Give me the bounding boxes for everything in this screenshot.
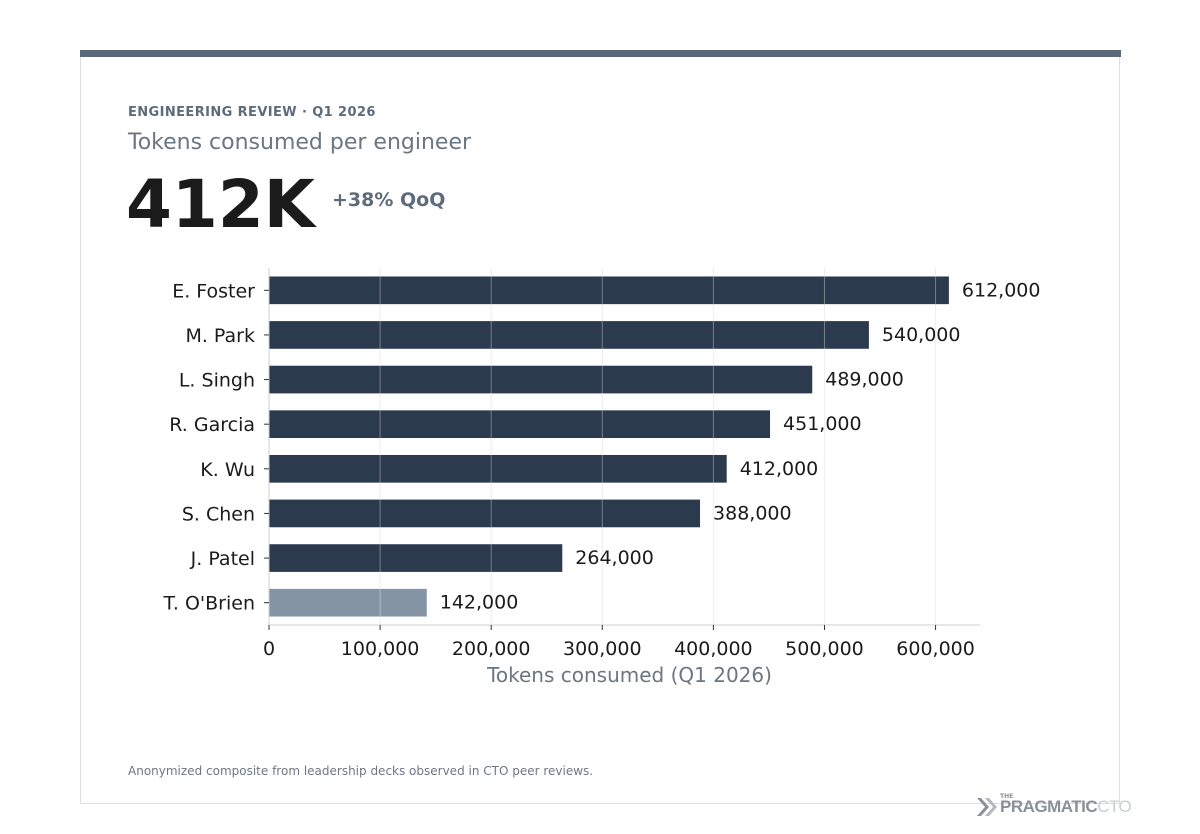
kicker: ENGINEERING REVIEW · Q1 2026 [128,105,376,120]
category-label: R. Garcia [169,414,255,436]
labels: 0 100,000 200,000 300,000 400,000 500,000 600,… [163,279,1041,687]
data-label: 451,000 [783,413,862,435]
category-label: S. Chen [182,503,255,525]
kpi-delta: +38% QoQ [332,189,446,211]
kpi-value: 412K [126,166,315,243]
brand-logo: THE PRAGMATIC CTO [976,793,1132,817]
x-tick-label: 200,000 [452,638,531,660]
x-tick-label: 100,000 [341,638,420,660]
bar [269,276,949,305]
x-axis-title: Tokens consumed (Q1 2026) [486,663,772,687]
category-label: M. Park [185,325,255,347]
data-label: 540,000 [882,324,961,346]
bar [269,321,869,349]
bar [269,588,427,617]
category-label: T. O'Brien [163,593,255,615]
logo-accent-text: CTO [1097,797,1132,816]
chart-subtitle: Tokens consumed per engineer [128,130,472,155]
bar [269,365,813,394]
data-label: 388,000 [713,502,792,524]
data-label: 489,000 [825,369,904,391]
x-tick-label: 600,000 [896,638,975,660]
bars [269,276,949,617]
x-tick-label: 0 [263,638,275,660]
data-label: 412,000 [740,458,819,480]
bar [269,499,701,528]
data-label: 612,000 [962,279,1041,301]
logo-main-text: PRAGMATIC [1000,797,1098,816]
data-label: 264,000 [575,547,654,569]
axes [264,268,980,630]
category-label: J. Patel [190,548,255,570]
logo-mark-icon [977,798,997,816]
category-label: L. Singh [179,370,255,392]
accent-bar [80,50,1121,57]
logo-small-text: THE [1000,793,1014,800]
bar [269,544,563,572]
bar [269,410,771,439]
bar [269,454,727,483]
category-label: K. Wu [200,459,255,481]
data-label: 142,000 [440,592,519,614]
x-tick-label: 300,000 [563,638,642,660]
x-tick-label: 400,000 [674,638,753,660]
category-label: E. Foster [172,280,255,302]
footnote: Anonymized composite from leadership dec… [128,764,594,778]
x-tick-label: 500,000 [785,638,864,660]
